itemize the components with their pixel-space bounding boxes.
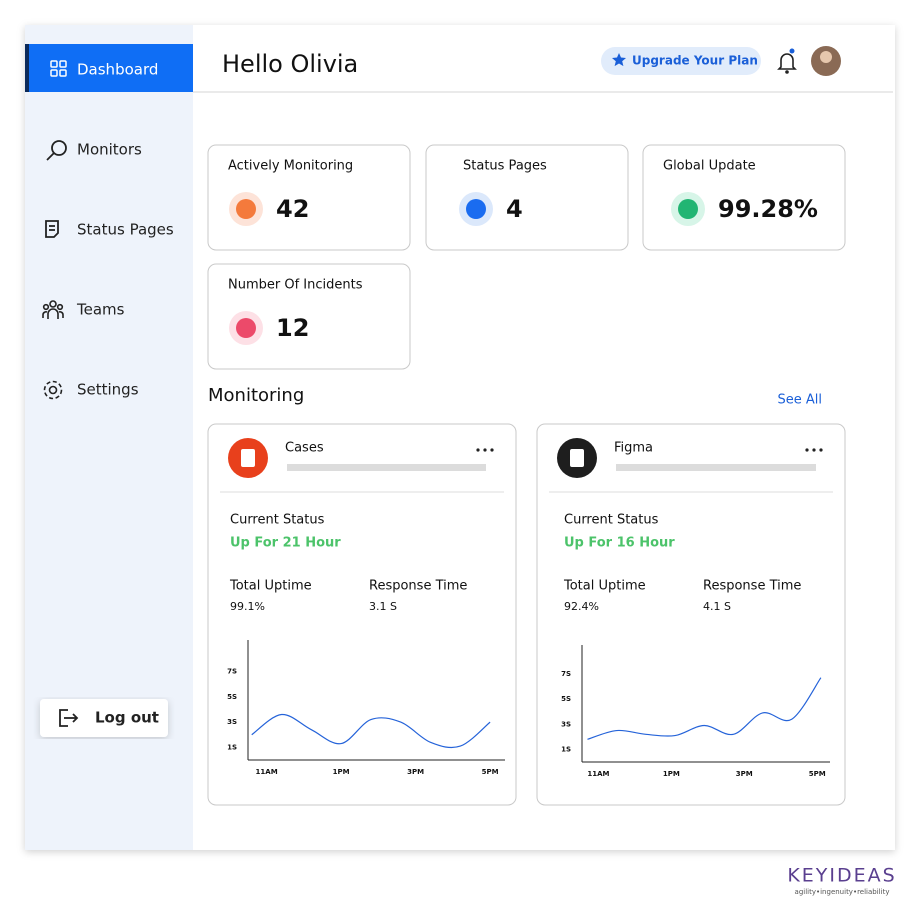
uptime-label: Total Uptime (563, 579, 646, 594)
response-label: Response Time (369, 579, 467, 594)
nav-active[interactable] (25, 44, 193, 92)
stat-icon-inner (466, 199, 486, 219)
nav-item[interactable]: Settings (77, 381, 139, 399)
y-tick-label: 3S (561, 720, 571, 728)
stat-icon-inner (678, 199, 698, 219)
nav-item[interactable]: Monitors (77, 141, 142, 159)
section-title: Monitoring (208, 385, 304, 406)
placeholder-bar (287, 464, 486, 471)
uptime-value: 92.4% (564, 600, 599, 613)
status-label: Current Status (564, 513, 659, 528)
response-value: 3.1 S (369, 600, 397, 613)
uptime-label: Total Uptime (229, 579, 312, 594)
logout-icon (59, 709, 79, 727)
stat-label: Actively Monitoring (228, 159, 353, 174)
placeholder-bar (616, 464, 816, 471)
response-line (251, 713, 491, 749)
nav-active-bar (25, 44, 29, 92)
x-tick-label: 3PM (407, 768, 424, 776)
y-tick-label: 1S (227, 743, 237, 751)
status-icon (45, 220, 59, 238)
y-tick-label: 7S (561, 670, 571, 678)
uptime-value: 99.1% (230, 600, 265, 613)
monitors-icon (46, 140, 67, 161)
stat-value: 42 (276, 195, 309, 223)
x-tick-label: 1PM (663, 770, 680, 778)
status-value: Up For 21 Hour (230, 536, 341, 551)
dashboard-icon (50, 60, 67, 77)
x-tick-label: 11AM (587, 770, 609, 778)
y-tick-label: 5S (561, 695, 571, 703)
settings-icon (43, 380, 63, 400)
menu-dot (476, 448, 480, 452)
menu-dot (490, 448, 494, 452)
monitor-name: Cases (285, 441, 324, 456)
x-tick-label: 5PM (482, 768, 499, 776)
x-tick-label: 5PM (809, 770, 826, 778)
x-tick-label: 11AM (256, 768, 278, 776)
response-value: 4.1 S (703, 600, 731, 613)
y-tick-label: 3S (227, 718, 237, 726)
stat-value: 4 (506, 195, 523, 223)
greeting: Hello Olivia (222, 50, 358, 78)
teams-icon (42, 300, 64, 319)
x-tick-label: 1PM (333, 768, 350, 776)
response-label: Response Time (703, 579, 801, 594)
see-all[interactable]: See All (778, 393, 823, 408)
monitor-icon-glyph (241, 449, 255, 467)
y-tick-label: 7S (227, 668, 237, 676)
nav-item[interactable]: Teams (76, 301, 125, 319)
stat-value: 12 (276, 314, 309, 342)
brand-name: KEYIDEAS (787, 865, 896, 887)
stat-icon-inner (236, 199, 256, 219)
monitor-card (207, 423, 517, 806)
monitor-name: Figma (614, 441, 653, 456)
monitor-card (536, 423, 846, 806)
stat-icon-inner (236, 318, 256, 338)
upgrade-pill[interactable] (601, 47, 761, 75)
bell-icon[interactable] (777, 48, 797, 74)
stat-label: Global Update (663, 159, 756, 174)
menu-dot (812, 448, 816, 452)
upgrade-label[interactable]: Upgrade Your Plan (632, 54, 758, 68)
avatar-face (820, 51, 832, 63)
status-label: Current Status (230, 513, 325, 528)
stat-label: Status Pages (463, 159, 547, 174)
menu-dot (805, 448, 809, 452)
y-tick-label: 5S (227, 693, 237, 701)
status-value: Up For 16 Hour (564, 536, 675, 551)
monitor-icon-glyph (570, 449, 584, 467)
menu-dot (819, 448, 823, 452)
response-line (587, 677, 822, 740)
logout-button[interactable] (40, 699, 168, 737)
nav-item[interactable]: Dashboard (77, 61, 158, 79)
nav-item[interactable]: Status Pages (77, 221, 174, 239)
star-icon (612, 53, 626, 67)
y-tick-label: 1S (561, 745, 571, 753)
menu-dot (483, 448, 487, 452)
logout-label[interactable]: Log out (95, 709, 159, 727)
stat-card (207, 144, 411, 251)
brand-tagline: agility•ingenuity•reliability (795, 888, 890, 896)
x-tick-label: 3PM (736, 770, 753, 778)
stat-value: 99.28% (718, 195, 818, 223)
stat-card (207, 263, 411, 370)
stat-label: Number Of Incidents (228, 278, 363, 293)
